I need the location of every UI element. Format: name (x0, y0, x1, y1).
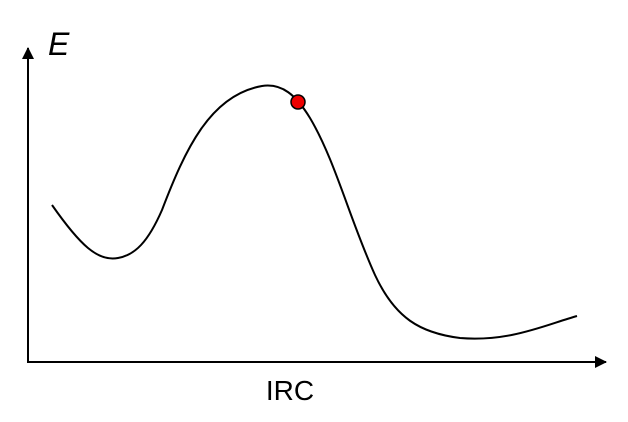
current-geometry-point (290, 94, 306, 110)
y-axis-label: E (48, 26, 70, 62)
x-axis-label: IRC (266, 375, 314, 406)
energy-curve (51, 84, 578, 340)
